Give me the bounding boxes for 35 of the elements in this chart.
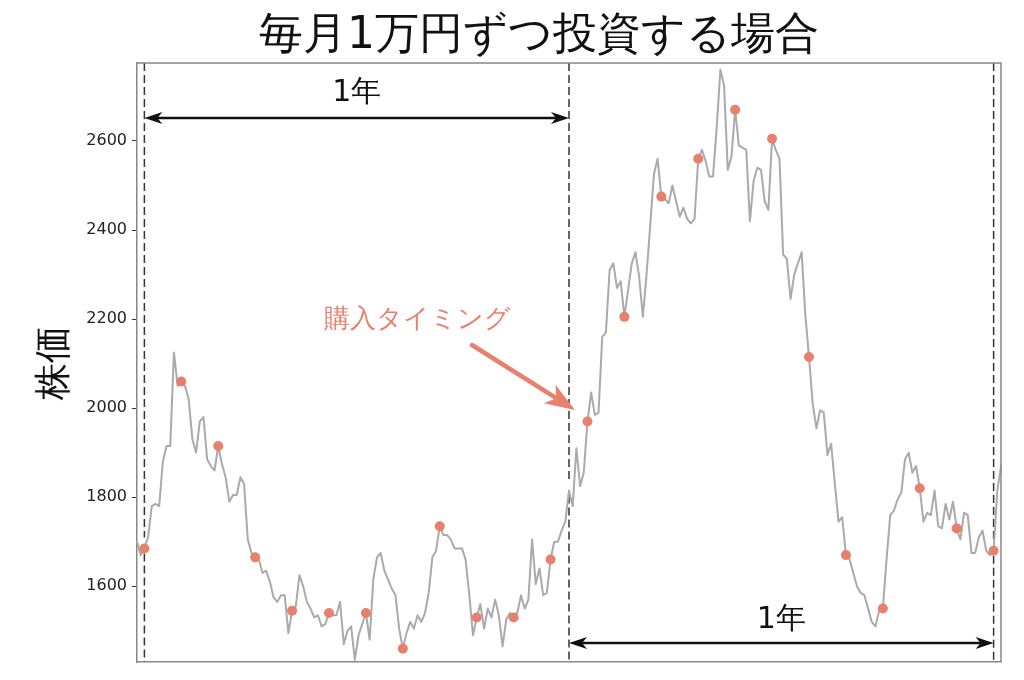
- y-tick-label: 2400: [86, 219, 127, 239]
- y-tick-label: 2000: [86, 397, 127, 417]
- point: [287, 605, 298, 616]
- point: [582, 416, 593, 427]
- annotation: 1年: [332, 72, 382, 108]
- point: [545, 554, 556, 565]
- chart-title: 毎月1万円ずつ投資する場合: [259, 7, 819, 59]
- point: [988, 545, 999, 556]
- annotation: 購入タイミング: [323, 302, 511, 333]
- point: [213, 441, 224, 451]
- y-tick-label: 2600: [86, 130, 127, 150]
- annotation: 1年: [756, 599, 806, 635]
- point: [693, 153, 704, 164]
- point: [397, 643, 408, 654]
- y-axis-title: 株価: [30, 325, 74, 401]
- point: [914, 483, 925, 494]
- point: [508, 612, 519, 623]
- point: [250, 552, 261, 563]
- point: [730, 104, 741, 115]
- y-tick-label: 1600: [86, 575, 127, 595]
- point: [804, 351, 814, 362]
- y-tick-label: 2200: [86, 308, 127, 328]
- point: [877, 603, 888, 614]
- y-tick-label: 1800: [86, 486, 127, 506]
- point: [471, 612, 482, 623]
- point: [324, 608, 334, 619]
- point: [767, 133, 778, 144]
- point: [951, 523, 962, 534]
- point: [619, 311, 630, 322]
- point: [139, 543, 150, 554]
- point: [840, 550, 851, 561]
- point: [176, 376, 187, 387]
- point: [434, 521, 445, 532]
- point: [656, 191, 667, 202]
- point: [360, 608, 371, 619]
